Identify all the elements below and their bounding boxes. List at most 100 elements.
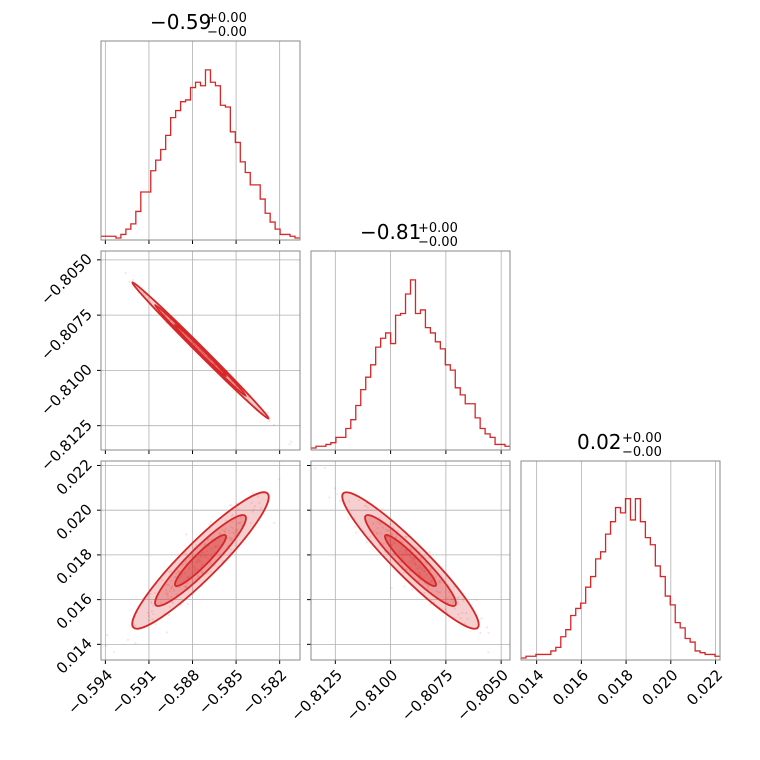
sample-point: [181, 563, 184, 567]
sample-point: [194, 344, 197, 347]
panel-frame-0-0: [100, 40, 301, 241]
sample-point: [392, 526, 395, 529]
sample-point: [395, 535, 398, 539]
sample-point: [405, 549, 408, 552]
sample-point: [178, 577, 181, 580]
sample-point: [391, 543, 394, 546]
sample-point: [190, 561, 193, 564]
sample-point: [428, 551, 431, 554]
sample-point: [251, 492, 254, 495]
sample-point: [185, 533, 188, 536]
sample-point: [147, 619, 150, 622]
x-tick-label-param-2: 0.014: [504, 666, 547, 709]
sample-point: [153, 591, 156, 595]
x-tick-label-param-1: −0.8100: [343, 666, 402, 725]
sample-point: [375, 531, 379, 535]
sample-point: [191, 571, 194, 574]
title-value-0: −0.59: [150, 10, 211, 34]
sample-point: [402, 572, 405, 575]
title-sup-2: +0.00: [622, 431, 662, 446]
sample-point: [134, 642, 137, 645]
sample-point: [415, 563, 418, 566]
sample-point: [175, 572, 178, 575]
sample-point: [206, 572, 209, 575]
sample-point: [249, 521, 252, 525]
sample-point: [438, 581, 441, 584]
sample-point: [214, 364, 217, 367]
sample-point: [188, 567, 191, 570]
sample-point: [152, 604, 155, 607]
sample-point: [423, 570, 426, 573]
sample-point: [230, 537, 233, 540]
sample-point: [379, 522, 382, 526]
y-tick-label-param-2: 0.018: [53, 545, 96, 588]
sample-point: [412, 556, 415, 559]
sample-point: [170, 586, 173, 589]
sample-point: [224, 527, 227, 530]
x-tick-label-param-1: −0.8075: [398, 666, 457, 725]
sample-point: [198, 560, 201, 563]
title-sub-1: −0.00: [418, 235, 458, 250]
sample-point: [187, 575, 191, 578]
sample-point: [457, 596, 460, 599]
sample-point: [437, 591, 440, 594]
sample-point: [228, 536, 231, 539]
sample-point: [388, 529, 391, 532]
sample-point: [196, 561, 199, 564]
sample-point: [401, 540, 404, 544]
sample-point: [143, 293, 146, 297]
sample-point: [412, 558, 415, 561]
title-value-1: −0.81: [360, 220, 421, 244]
sample-point: [412, 562, 415, 565]
sample-point: [213, 363, 216, 366]
sample-point: [268, 419, 271, 423]
sample-point: [479, 631, 482, 635]
sample-point: [381, 526, 384, 529]
sample-point: [405, 567, 409, 571]
panel-frame-2-0: [100, 460, 301, 661]
density-contour-1-0: [173, 323, 228, 378]
sample-point: [190, 556, 193, 559]
sample-point: [237, 508, 240, 511]
sample-point: [192, 342, 196, 345]
sample-point: [333, 487, 336, 490]
sample-point: [199, 349, 202, 352]
sample-point: [253, 505, 256, 508]
histogram-param-2: [521, 498, 720, 659]
sample-point: [200, 556, 204, 559]
sample-point: [390, 541, 393, 544]
sample-point: [401, 550, 404, 554]
sample-point: [173, 576, 176, 579]
sample-point: [209, 561, 212, 565]
sample-point: [167, 583, 170, 587]
sample-point: [165, 592, 168, 595]
sample-point: [224, 519, 227, 522]
sample-point: [168, 605, 171, 608]
sample-point: [238, 522, 241, 525]
sample-point: [411, 559, 414, 562]
sample-point: [409, 547, 412, 550]
sample-point: [423, 570, 426, 573]
sample-point: [194, 577, 197, 581]
sample-point: [198, 348, 201, 351]
sample-point: [213, 363, 217, 366]
sample-point: [475, 598, 478, 602]
sample-point: [204, 542, 207, 545]
sample-point: [368, 535, 371, 539]
sample-point: [205, 553, 208, 556]
sample-point: [240, 516, 243, 519]
sample-point: [230, 525, 233, 529]
sample-point: [177, 571, 180, 574]
sample-point: [186, 582, 189, 585]
sample-point: [390, 543, 393, 546]
sample-point: [409, 554, 412, 557]
sample-point: [445, 597, 448, 600]
sample-point: [216, 545, 219, 548]
sample-point: [229, 531, 232, 535]
sample-point: [128, 280, 131, 283]
sample-point: [404, 535, 407, 538]
sample-point: [250, 501, 253, 504]
sample-point: [204, 543, 207, 546]
sample-point: [466, 617, 469, 621]
